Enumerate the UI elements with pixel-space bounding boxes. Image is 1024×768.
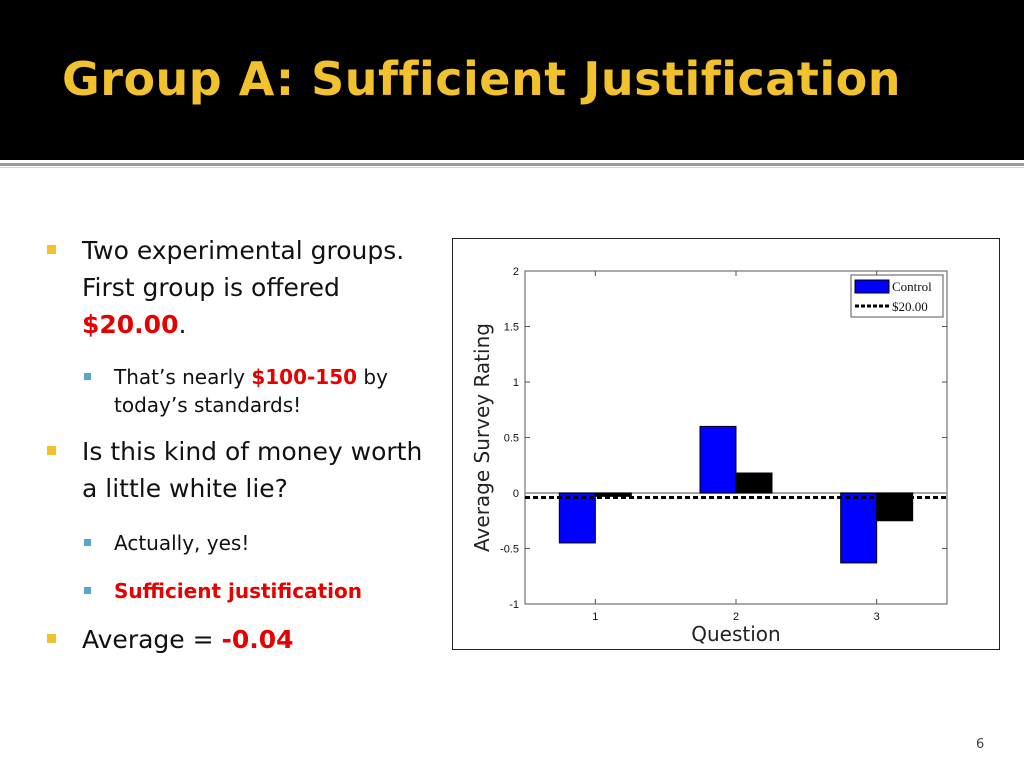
y-tick-label: 1 (513, 377, 519, 389)
legend-swatch-control (854, 279, 890, 294)
legend-label-control: Control (892, 279, 932, 294)
bullet-highlight: Sufficient justification (114, 579, 362, 603)
header-divider (0, 163, 1024, 166)
x-tick-label: 2 (733, 611, 739, 623)
y-tick-label: 0.5 (504, 433, 519, 445)
chart-frame: -1 -0.5 0 0.5 1 1.5 2 1 2 3 Question Average Survey… (452, 238, 1000, 650)
bullet-list: Two experimental groups. First group is … (46, 232, 426, 658)
bullet-text: Is this kind of money worth a little whi… (82, 437, 423, 503)
square-bullet-icon (47, 446, 56, 455)
legend-label-20: $20.00 (892, 299, 928, 314)
sub-bullet-actually-yes: Actually, yes! (46, 529, 426, 557)
bullet-suffix: . (178, 310, 187, 339)
bar-control-q2 (699, 425, 737, 494)
bullet-text: Actually, yes! (114, 531, 250, 555)
sub-bullet-todays-standards: That’s nearly $100-150 by today’s standa… (46, 363, 426, 419)
square-bullet-icon (47, 634, 56, 643)
bullet-highlight: $20.00 (82, 310, 179, 339)
square-bullet-icon (84, 539, 91, 546)
header-divider-thin (0, 167, 1024, 168)
bullet-text: That’s nearly (114, 365, 252, 389)
bar-control-q1 (558, 492, 596, 544)
y-tick-label: -0.5 (500, 544, 519, 556)
bar-2000-q1 (594, 492, 632, 497)
title-band: Group A: Sufficient Justification (0, 0, 1024, 160)
x-tick-label: 1 (592, 611, 598, 623)
bullet-suffix: by today’s standards! (114, 365, 388, 417)
bullet-highlight: -0.04 (221, 625, 294, 654)
bullet-white-lie: Is this kind of money worth a little whi… (46, 433, 426, 507)
bullet-average: Average = -0.04 (46, 621, 426, 658)
square-bullet-icon (47, 245, 56, 254)
bullet-experimental-groups: Two experimental groups. First group is … (46, 232, 426, 343)
y-tick-label: 1.5 (504, 322, 519, 334)
slide-title: Group A: Sufficient Justification (62, 52, 901, 106)
square-bullet-icon (84, 587, 91, 594)
bullet-highlight: $100-150 (251, 365, 358, 389)
x-axis-label: Question (691, 622, 780, 646)
square-bullet-icon (84, 373, 91, 380)
bar-control-q3 (840, 492, 878, 564)
x-tick-label: 3 (874, 611, 880, 623)
bar-2000-q2 (735, 472, 773, 494)
page-number: 6 (976, 737, 985, 752)
bullet-text: Two experimental groups. First group is … (82, 236, 405, 302)
y-tick-label: 0 (513, 488, 519, 500)
y-tick-label: -1 (509, 599, 519, 611)
sub-bullet-sufficient-justification: Sufficient justification (46, 577, 426, 605)
y-axis-label: Average Survey Rating (470, 323, 494, 552)
y-tick-label: 2 (513, 266, 519, 278)
bar-chart: -1 -0.5 0 0.5 1 1.5 2 1 2 3 Question Average Survey… (470, 266, 948, 646)
bullet-text: Average = (82, 625, 222, 654)
